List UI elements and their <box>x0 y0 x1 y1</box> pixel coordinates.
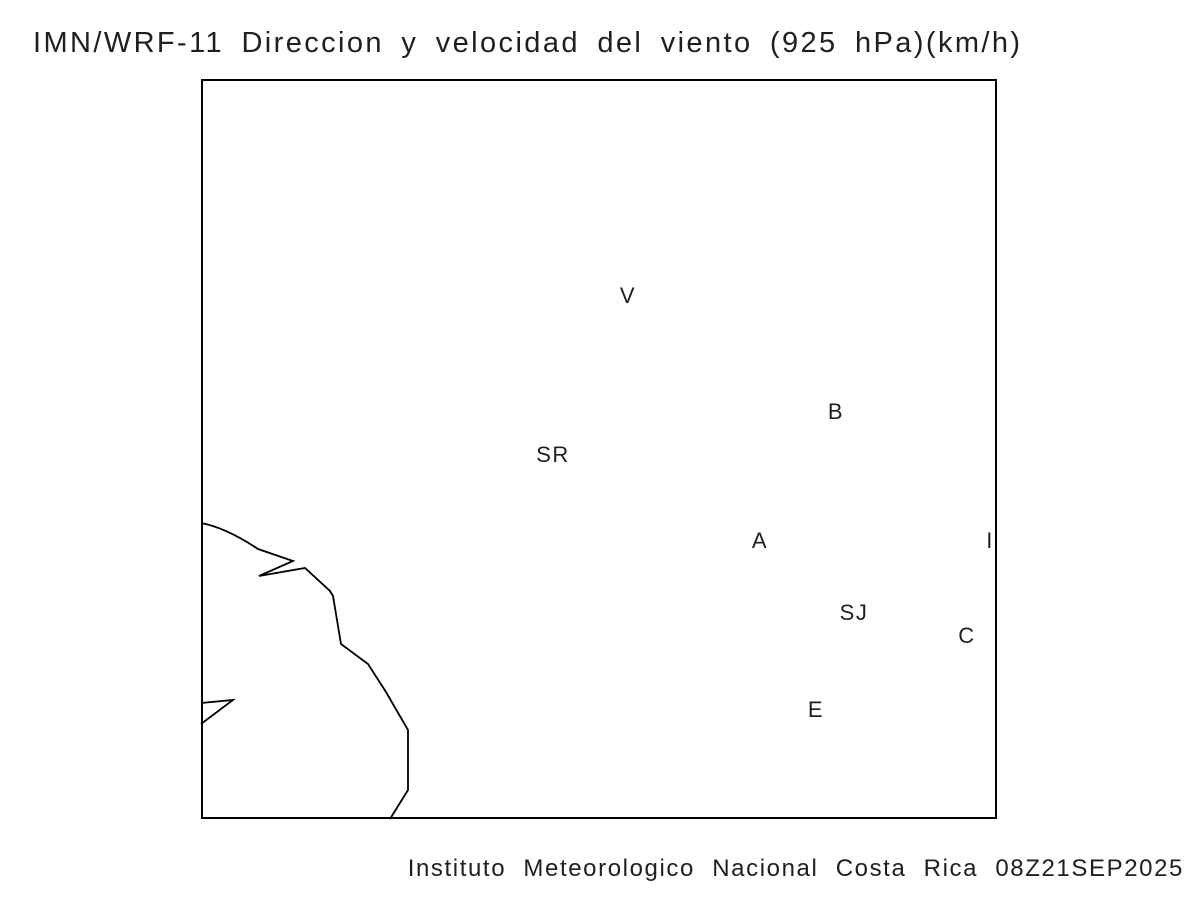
station-label-b: B <box>827 399 845 424</box>
station-label-e: E <box>807 697 825 722</box>
page-title: IMN/WRF-11 Direccion y velocidad del vie… <box>33 27 1023 59</box>
station-label-sr: SR <box>536 442 570 467</box>
station-label-c: C <box>958 623 976 648</box>
attribution-text: Instituto Meteorologico Nacional Costa R… <box>407 855 1184 882</box>
station-label-v: V <box>619 283 637 308</box>
station-label-a: A <box>751 528 769 553</box>
map-plot-frame <box>201 79 997 819</box>
station-label-sj: SJ <box>839 600 869 625</box>
station-label-i: I <box>986 528 994 553</box>
